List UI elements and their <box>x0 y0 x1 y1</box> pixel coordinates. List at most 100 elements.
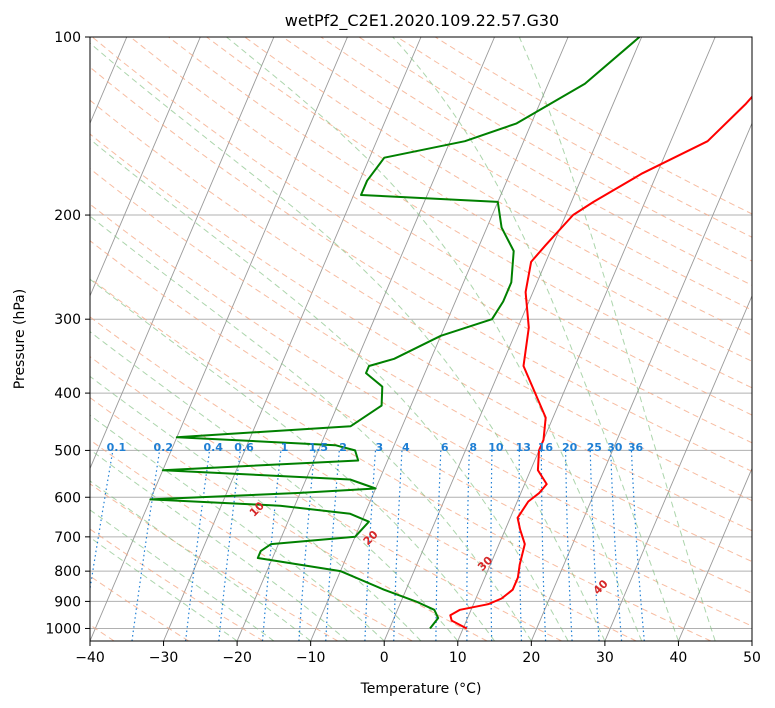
mixing-ratio-label: 1 <box>281 441 289 454</box>
mixing-ratio-label: 36 <box>628 441 644 454</box>
mixing-ratio-line <box>393 450 403 641</box>
isotherm-line <box>383 37 643 641</box>
isotherm-line <box>751 639 752 641</box>
y-tick-label: 900 <box>54 594 81 610</box>
x-tick-label: 0 <box>380 650 389 666</box>
x-tick-label: −30 <box>149 650 179 666</box>
moist-adiabat-line <box>90 42 606 641</box>
y-tick-label: 1000 <box>45 621 81 637</box>
mixing-ratio-line <box>131 450 161 641</box>
mixing-ratio-label: 0.2 <box>153 441 173 454</box>
mixing-ratio-line <box>466 450 470 641</box>
mixing-ratio-line <box>540 450 547 641</box>
dry-adiabat-line <box>90 240 752 627</box>
mixing-ratio-label: 4 <box>402 441 410 454</box>
dry-adiabat-label: 10 <box>247 499 267 519</box>
mixing-ratio-label: 2 <box>339 441 347 454</box>
mixing-ratio-line <box>565 450 573 641</box>
y-axis-label: Pressure (hPa) <box>12 289 28 389</box>
isotherm-line <box>90 37 275 470</box>
dry-adiabat-label: 40 <box>591 577 611 597</box>
y-tick-label: 300 <box>54 312 81 328</box>
contour-label-layer: 0.10.20.40.611.52346810131620253036-100-… <box>73 425 644 597</box>
y-tick-label: 700 <box>54 530 81 546</box>
mixing-ratio-label: 10 <box>488 441 504 454</box>
dewpoint-profile <box>149 37 641 630</box>
moist-adiabat-line <box>90 480 311 641</box>
dry-adiabat-line <box>90 316 637 641</box>
dry-adiabat-label: 0 <box>73 425 88 440</box>
dry-adiabat-line <box>90 575 189 641</box>
mixing-ratio-line <box>518 450 523 641</box>
mixing-ratio-label: 0.4 <box>203 441 223 454</box>
dry-adiabat-line <box>320 37 752 286</box>
dry-adiabat-line <box>90 133 752 532</box>
dry-adiabat-line <box>90 397 488 641</box>
mixing-ratio-label: 0.6 <box>234 441 254 454</box>
isotherm-line <box>90 37 201 298</box>
mixing-ratio-line <box>218 450 241 641</box>
dry-adiabat-line <box>90 528 264 641</box>
x-tick-label: −40 <box>75 650 105 666</box>
mixing-ratio-label: 25 <box>587 441 602 454</box>
mixing-ratio-line <box>185 450 211 641</box>
moist-adiabat-line <box>90 375 422 641</box>
isotherm-line <box>163 37 422 641</box>
dry-adiabat-line <box>358 37 752 262</box>
mixing-ratio-label: 20 <box>562 441 578 454</box>
chart-title: wetPf2_C2E1.2020.109.22.57.G30 <box>285 11 559 31</box>
x-tick-label: 20 <box>522 650 540 666</box>
isotherm-line <box>678 467 752 641</box>
x-tick-label: −10 <box>296 650 326 666</box>
dry-adiabat-label: 20 <box>361 528 381 548</box>
moist-adiabat-line <box>392 37 679 641</box>
moist-adiabat-line <box>90 414 385 641</box>
moist-adiabat-line <box>90 509 275 641</box>
x-tick-label: 50 <box>743 650 761 666</box>
mixing-ratio-label: 0.1 <box>107 441 127 454</box>
isotherm-line <box>604 294 752 641</box>
dry-adiabat-line <box>90 66 752 472</box>
dry-adiabat-line <box>244 37 752 336</box>
mixing-ratio-line <box>490 450 493 641</box>
mixing-ratio-label: 3 <box>375 441 383 454</box>
y-tick-label: 400 <box>54 386 81 402</box>
moist-adiabat-line <box>90 536 238 641</box>
mixing-ratio-line <box>435 450 442 641</box>
dry-adiabat-line <box>90 356 562 641</box>
moist-adiabat-line <box>90 331 459 641</box>
moist-adiabat-line <box>90 138 569 641</box>
y-tick-label: 100 <box>54 30 81 46</box>
x-tick-label: 40 <box>670 650 688 666</box>
moist-adiabat-line <box>90 215 532 641</box>
moist-adiabat-line <box>90 278 495 641</box>
isotherm-line <box>530 122 752 641</box>
dry-adiabat-line <box>434 37 752 215</box>
mixing-ratio-line <box>364 450 377 641</box>
y-tick-label: 800 <box>54 564 81 580</box>
dry-adiabat-line <box>90 483 339 641</box>
isotherm-line <box>236 37 495 641</box>
x-tick-label: −20 <box>222 650 252 666</box>
dry-adiabat-line <box>90 439 413 641</box>
mixing-ratio-line <box>589 450 600 641</box>
moist-adiabat-line <box>518 37 716 641</box>
y-tick-label: 500 <box>54 443 81 459</box>
y-tick-label: 200 <box>54 208 81 224</box>
isotherm-line <box>90 37 348 641</box>
dry-adiabat-line <box>90 203 752 594</box>
mixing-ratio-label: 8 <box>469 441 477 454</box>
x-tick-label: 30 <box>596 650 614 666</box>
mixing-ratio-label: 30 <box>607 441 623 454</box>
mixing-ratio-line <box>610 450 623 641</box>
plot-area <box>90 37 752 641</box>
mixing-ratio-label: 16 <box>538 441 554 454</box>
plot-frame <box>89 36 753 642</box>
x-tick-label: 10 <box>449 650 467 666</box>
moist-adiabat-line <box>90 448 348 641</box>
isotherm-line <box>457 37 716 641</box>
mixing-ratio-label: 13 <box>516 441 531 454</box>
dry-adiabat-line <box>168 37 752 389</box>
dry-adiabat-line <box>130 37 752 416</box>
